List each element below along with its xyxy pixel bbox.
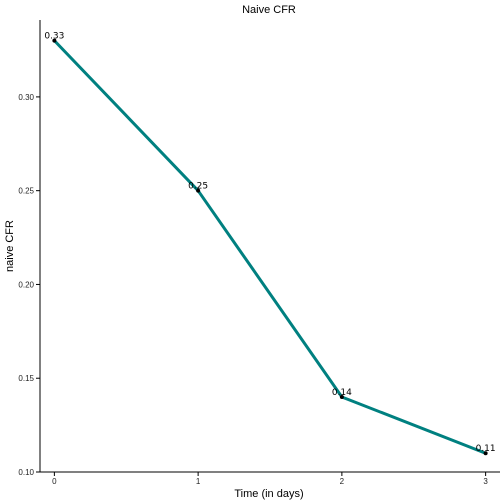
data-point [52,38,57,43]
data-label: 0.11 [476,444,496,454]
x-tick-label: 0 [52,477,57,486]
x-tick-label: 2 [340,477,345,486]
x-tick-label: 1 [196,477,201,486]
data-label: 0.14 [332,388,352,398]
data-point [196,188,201,193]
points-group [52,38,488,456]
y-axis-ticks: 0.10 0.15 0.20 0.25 0.30 [18,93,40,477]
chart-title: Naive CFR [242,4,296,16]
data-label: 0.25 [188,182,208,192]
y-tick-label: 0.30 [18,93,34,102]
y-tick-label: 0.25 [18,187,34,196]
series-group [52,39,488,455]
x-axis-ticks: 0 1 2 3 [52,472,488,486]
data-point [339,394,344,399]
data-labels-group: 0.33 0.25 0.14 0.11 [44,32,495,455]
series-line [52,39,488,455]
y-tick-label: 0.20 [18,280,34,289]
y-tick-label: 0.15 [18,374,34,383]
y-axis-title: naive CFR [4,220,16,272]
y-tick-label: 0.10 [18,468,34,477]
x-tick-label: 3 [483,477,488,486]
data-label: 0.33 [44,32,64,42]
data-point [483,451,488,456]
x-axis-title: Time (in days) [234,488,303,500]
